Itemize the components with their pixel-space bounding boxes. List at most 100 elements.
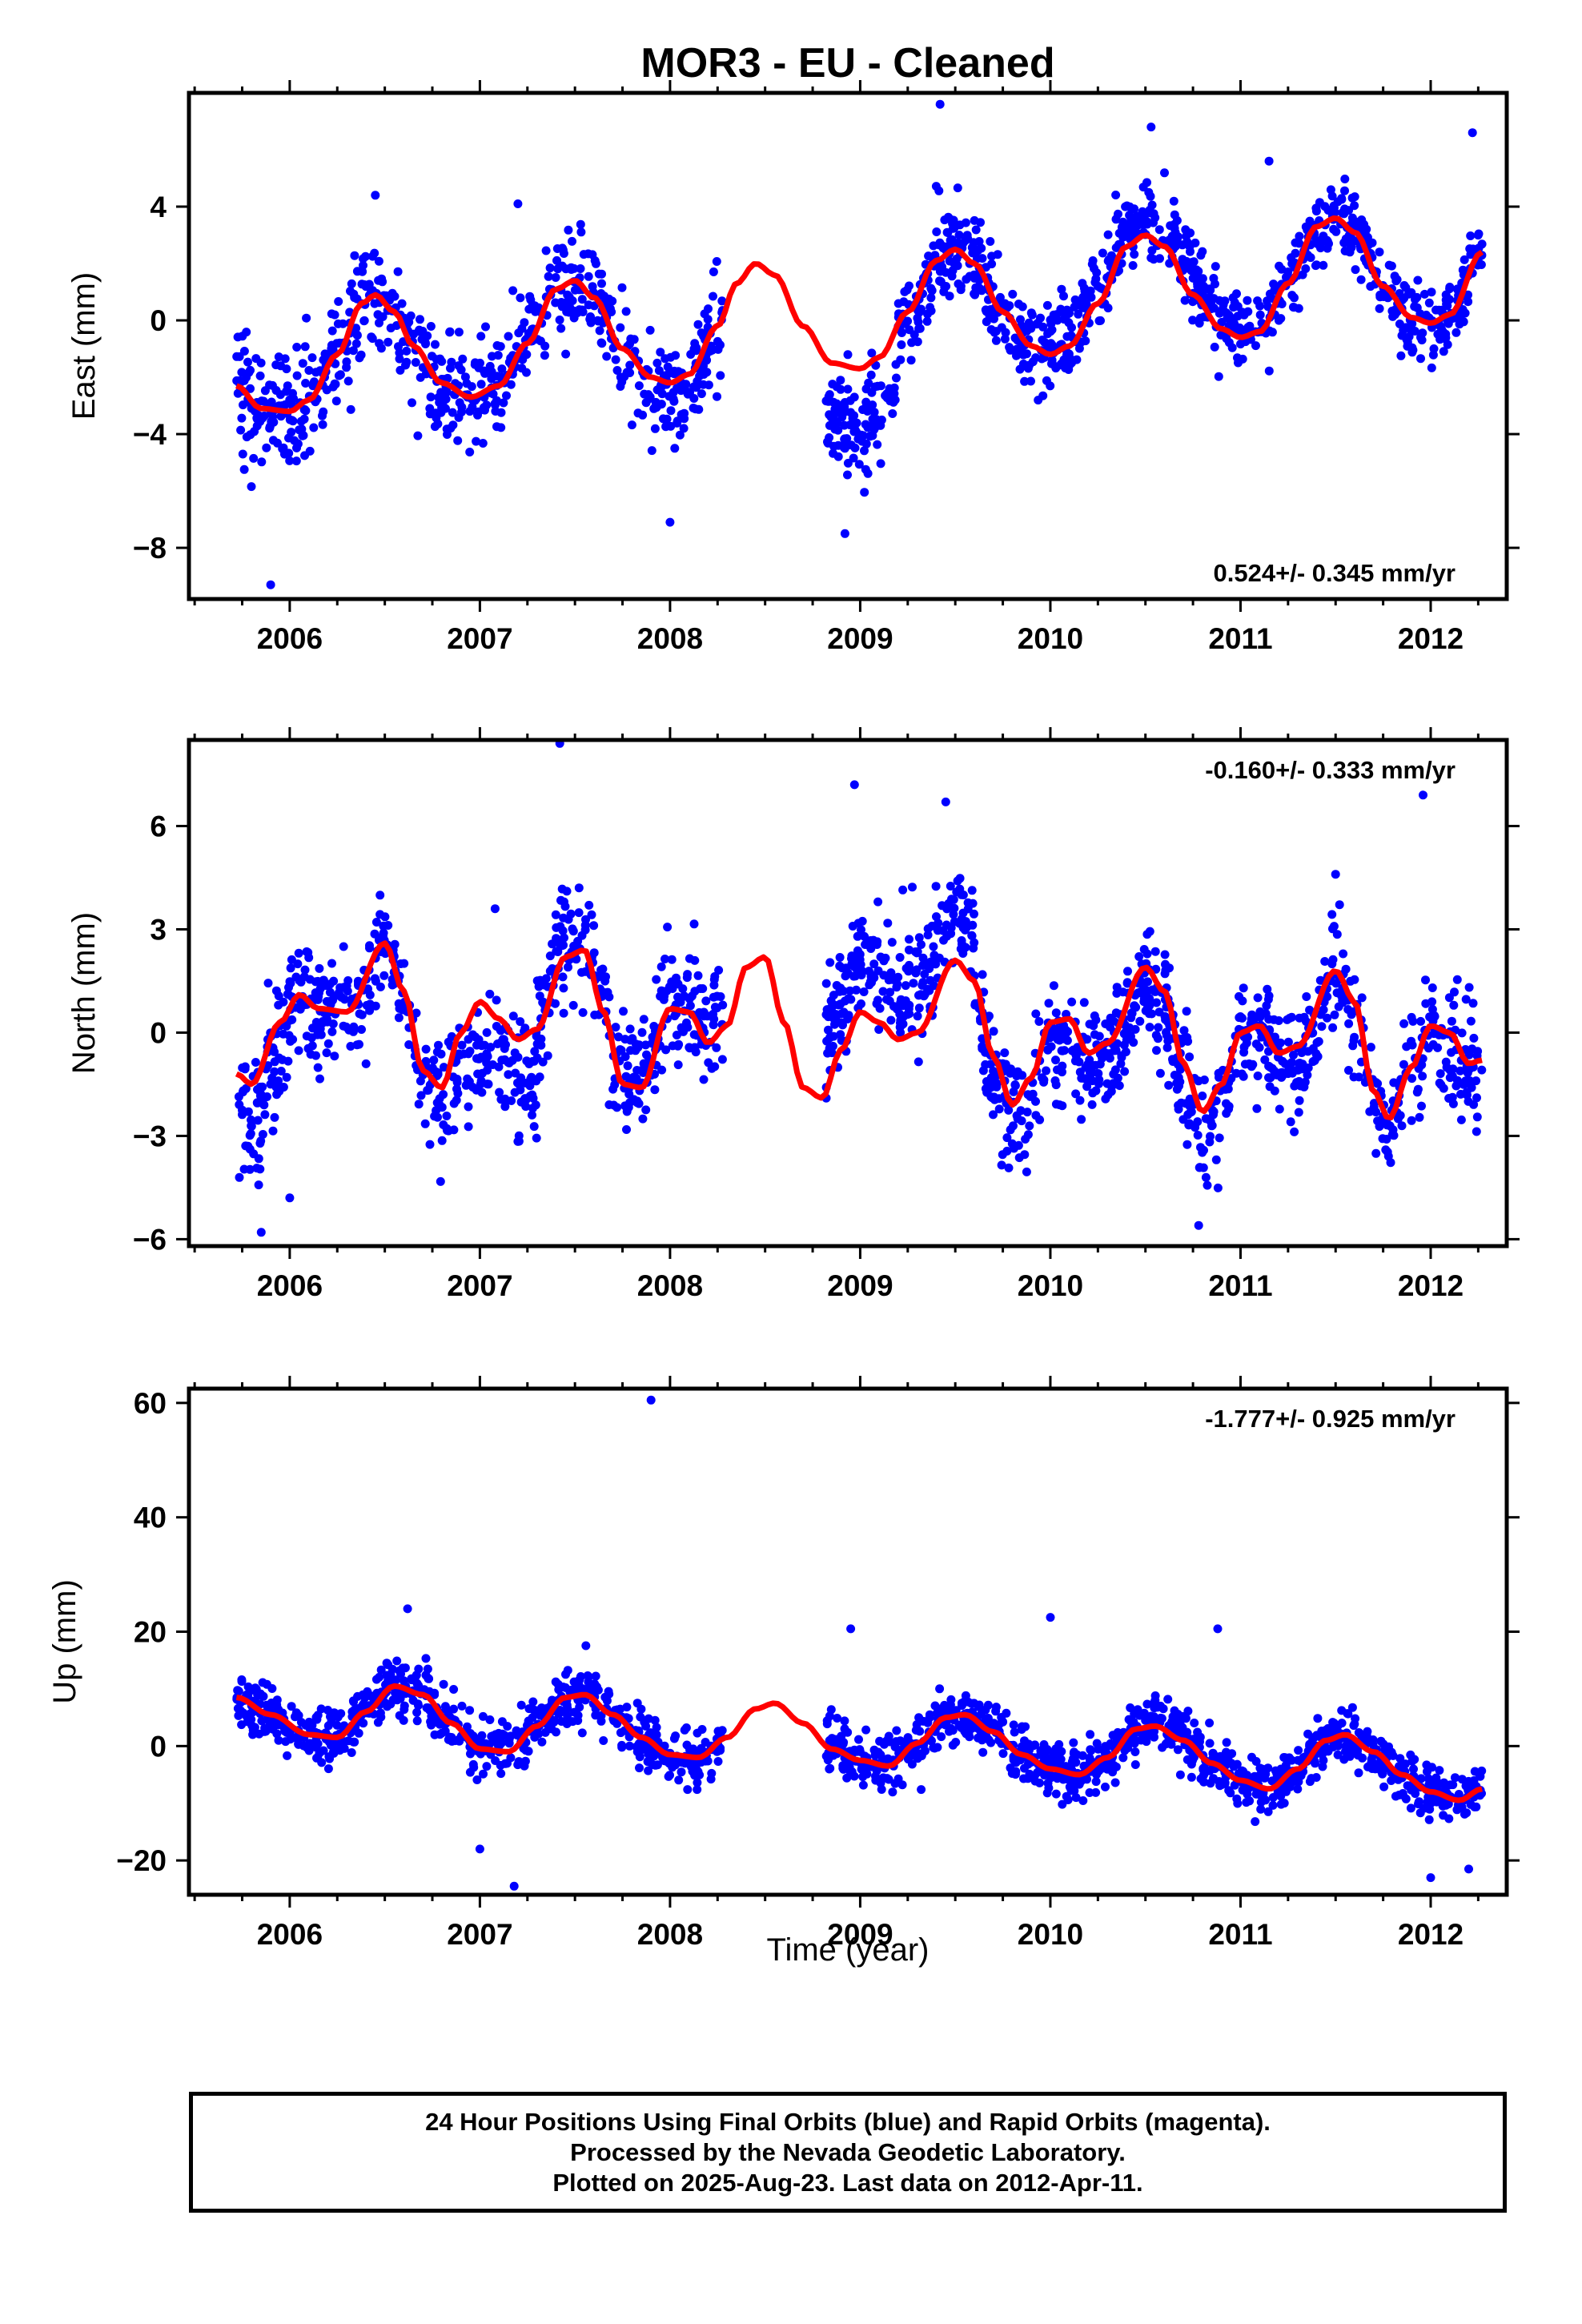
data-point bbox=[472, 1040, 481, 1050]
data-point bbox=[576, 264, 585, 273]
data-point bbox=[1393, 1114, 1403, 1124]
data-point bbox=[1350, 201, 1359, 211]
data-point bbox=[263, 979, 273, 988]
data-point bbox=[839, 400, 849, 409]
data-point bbox=[303, 1043, 313, 1053]
model-curve bbox=[235, 940, 1483, 1120]
data-point bbox=[271, 360, 281, 370]
data-point bbox=[683, 970, 693, 979]
data-point bbox=[930, 1743, 939, 1753]
data-point bbox=[1068, 1782, 1078, 1791]
data-point bbox=[1079, 998, 1089, 1007]
data-point bbox=[243, 357, 252, 367]
data-point bbox=[555, 316, 564, 324]
data-point bbox=[601, 972, 610, 982]
model-curve bbox=[235, 215, 1484, 415]
data-point bbox=[1162, 1739, 1171, 1748]
data-point bbox=[1219, 1779, 1228, 1788]
data-point bbox=[1090, 1060, 1100, 1070]
data-point bbox=[1323, 243, 1332, 253]
data-point bbox=[967, 886, 977, 895]
data-point bbox=[1278, 1056, 1287, 1066]
data-point bbox=[674, 1775, 684, 1785]
data-point bbox=[577, 1728, 587, 1738]
data-point bbox=[837, 410, 846, 420]
data-point bbox=[513, 1136, 523, 1146]
data-point bbox=[444, 1037, 453, 1047]
data-point bbox=[1020, 1150, 1030, 1160]
data-point bbox=[317, 1758, 327, 1767]
data-point bbox=[1460, 255, 1469, 264]
data-point bbox=[998, 1150, 1007, 1160]
data-point bbox=[1086, 1745, 1095, 1755]
data-point bbox=[1447, 1016, 1456, 1026]
data-point bbox=[1111, 1008, 1121, 1018]
data-point bbox=[912, 1750, 921, 1759]
data-point bbox=[351, 339, 361, 348]
data-point bbox=[1210, 342, 1219, 352]
data-point bbox=[365, 990, 375, 999]
data-point bbox=[890, 1779, 900, 1788]
data-point bbox=[1126, 215, 1136, 224]
data-point bbox=[370, 974, 379, 983]
data-points bbox=[232, 1395, 1487, 1891]
data-point bbox=[990, 328, 999, 337]
data-point bbox=[347, 279, 356, 288]
data-point bbox=[1044, 1783, 1054, 1793]
data-point bbox=[854, 1735, 863, 1744]
data-point bbox=[637, 1027, 647, 1037]
data-point bbox=[1160, 969, 1170, 979]
data-point bbox=[394, 342, 403, 352]
data-point bbox=[330, 1051, 339, 1061]
data-point bbox=[1466, 231, 1476, 240]
data-point bbox=[415, 325, 424, 335]
data-point bbox=[449, 1685, 459, 1694]
data-point bbox=[274, 1705, 283, 1715]
data-point bbox=[663, 923, 673, 932]
data-point bbox=[1461, 1076, 1471, 1086]
data-point bbox=[842, 434, 852, 444]
data-point bbox=[285, 1193, 295, 1203]
data-point bbox=[1363, 232, 1372, 242]
data-point bbox=[673, 384, 681, 393]
data-point bbox=[482, 1027, 492, 1037]
data-point bbox=[679, 424, 689, 433]
data-point bbox=[376, 1712, 386, 1722]
data-point bbox=[1464, 983, 1474, 992]
data-point bbox=[917, 1785, 926, 1795]
data-point bbox=[1193, 282, 1203, 291]
data-point bbox=[314, 1023, 323, 1032]
data-point bbox=[877, 1754, 887, 1763]
data-point bbox=[479, 1769, 488, 1779]
data-point bbox=[494, 1062, 504, 1072]
data-point bbox=[1339, 949, 1348, 959]
data-point bbox=[1289, 1051, 1298, 1059]
data-point bbox=[1173, 1745, 1182, 1755]
data-point bbox=[262, 443, 271, 452]
data-point bbox=[470, 360, 480, 369]
data-point bbox=[584, 271, 593, 281]
data-point bbox=[843, 1727, 853, 1737]
data-point bbox=[1301, 222, 1311, 231]
data-point bbox=[942, 282, 951, 291]
data-point bbox=[1130, 1737, 1139, 1746]
data-point bbox=[1156, 1701, 1166, 1711]
data-point bbox=[280, 354, 290, 364]
data-point bbox=[1407, 1040, 1417, 1050]
data-point bbox=[662, 414, 672, 424]
data-point bbox=[581, 1641, 591, 1651]
data-point bbox=[296, 1718, 306, 1727]
data-point bbox=[251, 1058, 260, 1067]
data-point bbox=[641, 1105, 651, 1115]
data-point bbox=[1145, 1023, 1154, 1032]
data-point bbox=[1006, 345, 1015, 355]
data-point bbox=[255, 1164, 265, 1174]
data-point bbox=[560, 897, 568, 907]
data-point bbox=[1214, 1068, 1223, 1078]
data-point bbox=[465, 448, 475, 456]
data-point bbox=[443, 373, 452, 383]
data-point bbox=[1337, 194, 1347, 203]
data-point bbox=[430, 1730, 440, 1739]
data-point bbox=[376, 1665, 386, 1675]
data-point bbox=[396, 365, 405, 375]
